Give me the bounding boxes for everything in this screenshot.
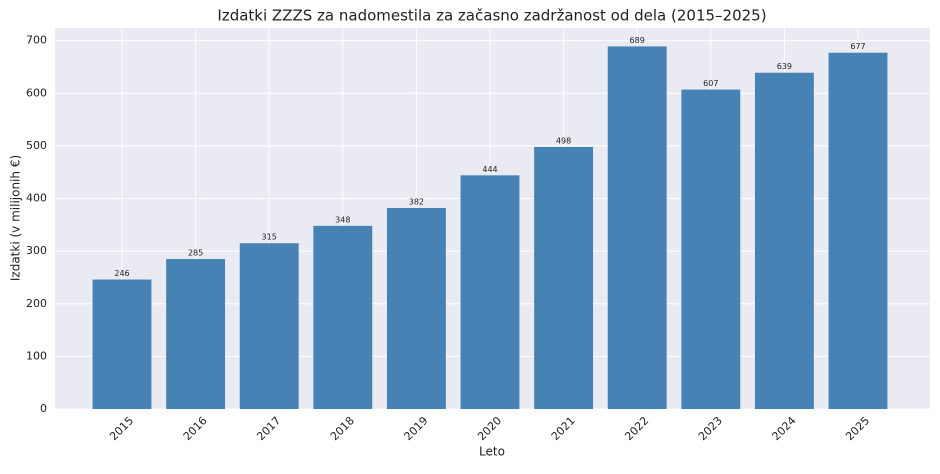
x-tick-label: 2025 — [843, 414, 872, 443]
data-label: 689 — [630, 36, 645, 45]
x-tick-label: 2021 — [549, 414, 578, 443]
y-tick-label: 100 — [26, 349, 47, 362]
x-tick-label: 2015 — [107, 414, 136, 443]
data-label: 639 — [777, 62, 792, 71]
bar — [534, 146, 594, 409]
data-label: 444 — [482, 165, 497, 174]
y-tick-label: 300 — [26, 244, 47, 257]
y-tick-label: 700 — [26, 34, 47, 47]
data-label: 677 — [850, 42, 865, 51]
bar — [754, 72, 814, 410]
data-label: 246 — [114, 269, 129, 278]
x-tick-label: 2020 — [475, 414, 504, 443]
bar — [386, 207, 446, 409]
bar — [92, 279, 152, 409]
bar — [166, 259, 226, 409]
y-tick-label: 500 — [26, 139, 47, 152]
x-tick-label: 2017 — [254, 414, 283, 443]
x-tick-label: 2016 — [181, 414, 210, 443]
y-tick-label: 0 — [40, 402, 47, 415]
data-label: 285 — [188, 249, 203, 258]
x-axis-label: Leto — [479, 445, 505, 459]
chart-title: Izdatki ZZZS za nadomestila za začasno z… — [217, 7, 766, 25]
x-tick-label: 2024 — [770, 414, 799, 443]
bar — [681, 89, 741, 410]
y-tick-label: 400 — [26, 192, 47, 205]
bar — [828, 52, 888, 409]
bar — [607, 46, 667, 409]
x-tick-label: 2019 — [402, 414, 431, 443]
x-tick-label: 2018 — [328, 414, 357, 443]
data-label: 498 — [556, 136, 571, 145]
data-label: 315 — [262, 233, 277, 242]
y-axis-label: Izdatki (v milijonih €) — [9, 155, 23, 281]
bar — [313, 225, 373, 409]
data-label: 382 — [409, 197, 424, 206]
x-tick-label: 2023 — [696, 414, 725, 443]
bar — [239, 243, 299, 409]
y-tick-label: 200 — [26, 297, 47, 310]
y-tick-label: 600 — [26, 86, 47, 99]
data-label: 607 — [703, 79, 718, 88]
bar — [460, 175, 520, 409]
data-label: 348 — [335, 215, 350, 224]
x-tick-label: 2022 — [622, 414, 651, 443]
